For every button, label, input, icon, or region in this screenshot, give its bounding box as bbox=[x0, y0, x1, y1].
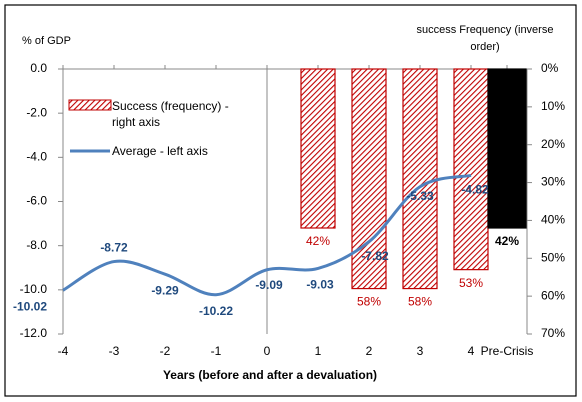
bar bbox=[453, 68, 489, 271]
line-value-label: -9.03 bbox=[306, 278, 334, 292]
y-tick-label: -2.0 bbox=[26, 105, 47, 119]
x-tick-label: 3 bbox=[417, 344, 424, 358]
line bbox=[62, 173, 472, 297]
y2-tick-label: 30% bbox=[541, 175, 565, 189]
y-tick-label: -4.0 bbox=[26, 150, 47, 164]
y2-tick-label: 60% bbox=[541, 288, 565, 302]
legend-text: Success (frequency) - right axis bbox=[112, 99, 229, 129]
bar-value-label: 53% bbox=[459, 276, 483, 290]
legend-swatch bbox=[70, 149, 110, 153]
y-tick-label: -10.0 bbox=[20, 282, 48, 296]
line-value-label: -9.29 bbox=[151, 283, 179, 297]
line-value-label: -10.22 bbox=[199, 304, 233, 318]
legend: Success (frequency) - right axis Average… bbox=[68, 98, 268, 158]
bar bbox=[300, 68, 336, 229]
bar bbox=[402, 68, 438, 290]
frame bbox=[4, 4, 577, 397]
x-tick-label: -1 bbox=[211, 344, 222, 358]
line-value-label: -9.09 bbox=[255, 278, 283, 292]
y-tick-label: 0.0 bbox=[30, 61, 47, 75]
legend-swatch bbox=[68, 99, 112, 111]
line-value-label: -7.82 bbox=[361, 249, 389, 263]
x-tick-label: 4 bbox=[468, 344, 475, 358]
x-tick-label: -3 bbox=[109, 344, 120, 358]
bar bbox=[487, 68, 527, 229]
line-value-label: -10.02 bbox=[13, 299, 47, 313]
x-axis-label: Years (before and after a devaluation) bbox=[163, 368, 377, 382]
bar bbox=[351, 68, 387, 290]
x-tick-label: 0 bbox=[264, 344, 271, 358]
y-tick-label: -6.0 bbox=[26, 194, 47, 208]
bar-value-label: 58% bbox=[357, 295, 381, 309]
line-value-label: -5.33 bbox=[406, 189, 434, 203]
bar-value-label: 42% bbox=[495, 234, 519, 248]
y2-tick-label: 70% bbox=[541, 326, 565, 340]
y2-tick-label: 0% bbox=[541, 61, 559, 75]
x-tick-label: -2 bbox=[160, 344, 171, 358]
x-tick-label: -4 bbox=[58, 344, 69, 358]
x-tick-label: 1 bbox=[315, 344, 322, 358]
y2-tick-label: 10% bbox=[541, 99, 565, 113]
y-tick-label: -8.0 bbox=[26, 238, 47, 252]
y-axis-label: % of GDP bbox=[22, 35, 71, 47]
line-value-label: -4.82 bbox=[461, 183, 489, 197]
x-tick-label: Pre-Crisis bbox=[481, 344, 534, 358]
y-tick-label: -12.0 bbox=[20, 326, 48, 340]
y2-tick-label: 50% bbox=[541, 250, 565, 264]
bar-value-label: 42% bbox=[306, 234, 330, 248]
x-tick-label: 2 bbox=[366, 344, 373, 358]
y2-tick-label: 40% bbox=[541, 213, 565, 227]
bar-value-label: 58% bbox=[408, 295, 432, 309]
line-value-label: -8.72 bbox=[100, 241, 128, 255]
y2-axis-label: success Frequency (inverse order) bbox=[416, 24, 554, 53]
y2-tick-label: 20% bbox=[541, 137, 565, 151]
legend-text: Average - left axis bbox=[112, 144, 208, 158]
legend-item: Success (frequency) - right axis bbox=[68, 98, 268, 130]
legend-item: Average - left axis bbox=[68, 144, 268, 158]
